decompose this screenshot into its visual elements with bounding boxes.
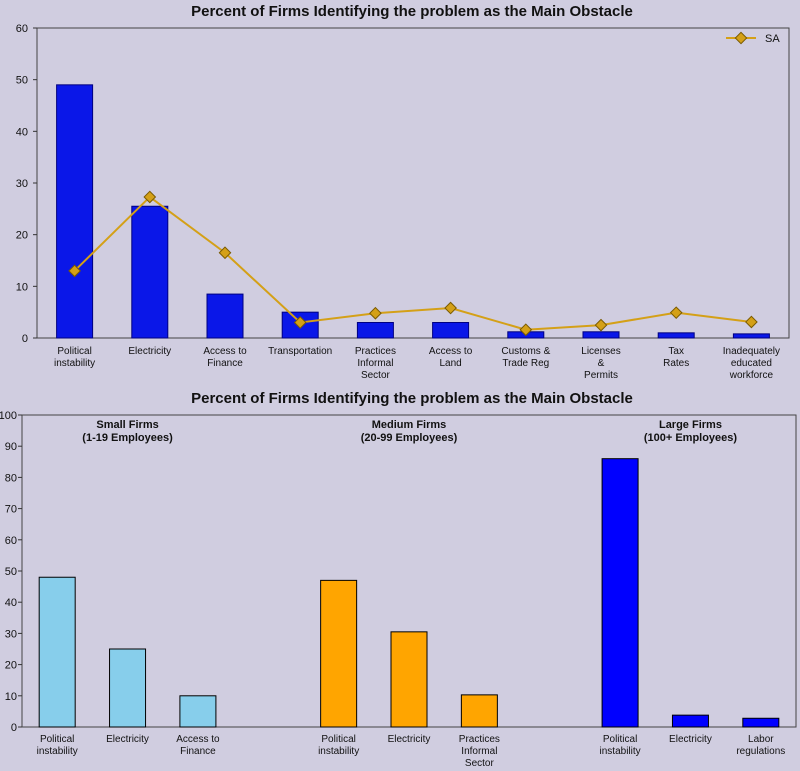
chart-1-category-label: Political instability: [54, 346, 95, 369]
chart-2-bar: [179, 695, 217, 728]
chart-1-sa-marker: [68, 264, 81, 278]
chart-2-ytick-label: 90: [5, 441, 17, 453]
chart-1-bar: [432, 322, 470, 339]
chart-1-sa-marker: [745, 315, 758, 329]
chart-1-category-label: Electricity: [128, 346, 171, 357]
chart-2-bar: [601, 458, 639, 728]
chart-2-bar: [38, 576, 76, 728]
chart-2-title: Percent of Firms Identifying the problem…: [191, 390, 633, 407]
chart-1-title: Percent of Firms Identifying the problem…: [191, 3, 633, 20]
chart-1-sa-marker: [218, 246, 232, 260]
chart-2-group-label: Small Firms (1-19 Employees): [82, 419, 173, 444]
chart-1: Percent of Firms Identifying the problem…: [16, 3, 790, 381]
chart-1-sa-marker: [293, 316, 307, 329]
chart-1-category-label: Customs & Trade Reg: [501, 346, 550, 369]
chart-1-ytick-label: 30: [16, 178, 28, 190]
chart-2-group-label: Medium Firms (20-99 Employees): [361, 419, 458, 444]
chart-1-bar: [582, 331, 620, 339]
chart-2-category-label: Access to Finance: [176, 734, 220, 757]
chart-1-bar: [206, 293, 244, 339]
chart-2: Percent of Firms Identifying the problem…: [0, 390, 797, 769]
chart-2-ytick-label: 100: [0, 410, 17, 422]
chart-1-sa-marker: [594, 318, 608, 332]
chart-1-ytick-label: 0: [22, 333, 28, 345]
chart-2-bar: [390, 631, 428, 728]
chart-2-group-label: Large Firms (100+ Employees): [644, 419, 738, 444]
chart-1-ytick-label: 20: [16, 230, 28, 242]
chart-1-ytick-label: 10: [16, 281, 28, 293]
legend-label: SA: [765, 33, 780, 45]
chart-1-ytick-label: 60: [16, 23, 28, 35]
chart-2-ytick-label: 0: [11, 722, 17, 734]
legend-marker-swatch: [734, 31, 748, 45]
chart-1-sa-marker: [444, 301, 457, 315]
chart-1-sa-marker: [143, 190, 157, 204]
chart-1-category-label: Access to Finance: [203, 346, 247, 369]
chart-1-ytick-label: 40: [16, 126, 28, 138]
chart-1-sa-marker: [369, 306, 382, 320]
chart-1-sa-line: [73, 195, 752, 331]
chart-2-ytick-label: 60: [5, 535, 17, 547]
chart-1-ytick-label: 50: [16, 75, 28, 87]
chart-1-legend: SA: [726, 31, 780, 45]
chart-1-category-label: Transportation: [268, 346, 332, 357]
chart-1-bar: [56, 84, 94, 339]
chart-1-category-label: Tax Rates: [663, 346, 689, 369]
chart-1-bar: [131, 205, 169, 339]
chart-1-bar: [657, 332, 695, 339]
chart-2-bar: [320, 579, 358, 728]
chart-2-ytick-label: 70: [5, 504, 17, 516]
chart-1-category-label: Access to Land: [429, 346, 473, 369]
chart-2-ytick-label: 80: [5, 472, 17, 484]
chart-2-ytick-label: 20: [5, 660, 17, 672]
chart-2-category-label: Practices Informal Sector: [459, 734, 500, 769]
chart-2-category-label: Political instability: [37, 734, 78, 757]
chart-1-sa-marker: [519, 323, 533, 337]
chart-2-bar: [671, 714, 709, 728]
chart-1-sa-marker: [669, 306, 683, 320]
chart-2-ytick-label: 10: [5, 691, 17, 703]
chart-2-ytick-label: 40: [5, 597, 17, 609]
chart-2-category-label: Labor regulations: [736, 734, 785, 757]
chart-1-category-label: Practices Informal Sector: [355, 346, 396, 381]
chart-1-category-label: Licenses & Permits: [581, 346, 620, 381]
chart-2-bar: [742, 717, 780, 728]
chart-1-category-label: Inadequately educated workforce: [723, 346, 780, 381]
chart-1-bar: [356, 322, 394, 339]
chart-2-category-label: Electricity: [669, 734, 712, 745]
chart-2-category-label: Electricity: [106, 734, 149, 745]
chart-2-bar: [460, 694, 498, 728]
chart-2-ytick-label: 50: [5, 566, 17, 578]
chart-2-category-label: Political instability: [318, 734, 359, 757]
chart-2-category-label: Electricity: [388, 734, 431, 745]
chart-1-bar: [732, 333, 770, 339]
chart-2-category-label: Political instability: [600, 734, 641, 757]
chart-2-ytick-label: 30: [5, 628, 17, 640]
chart-2-bar: [109, 648, 147, 728]
